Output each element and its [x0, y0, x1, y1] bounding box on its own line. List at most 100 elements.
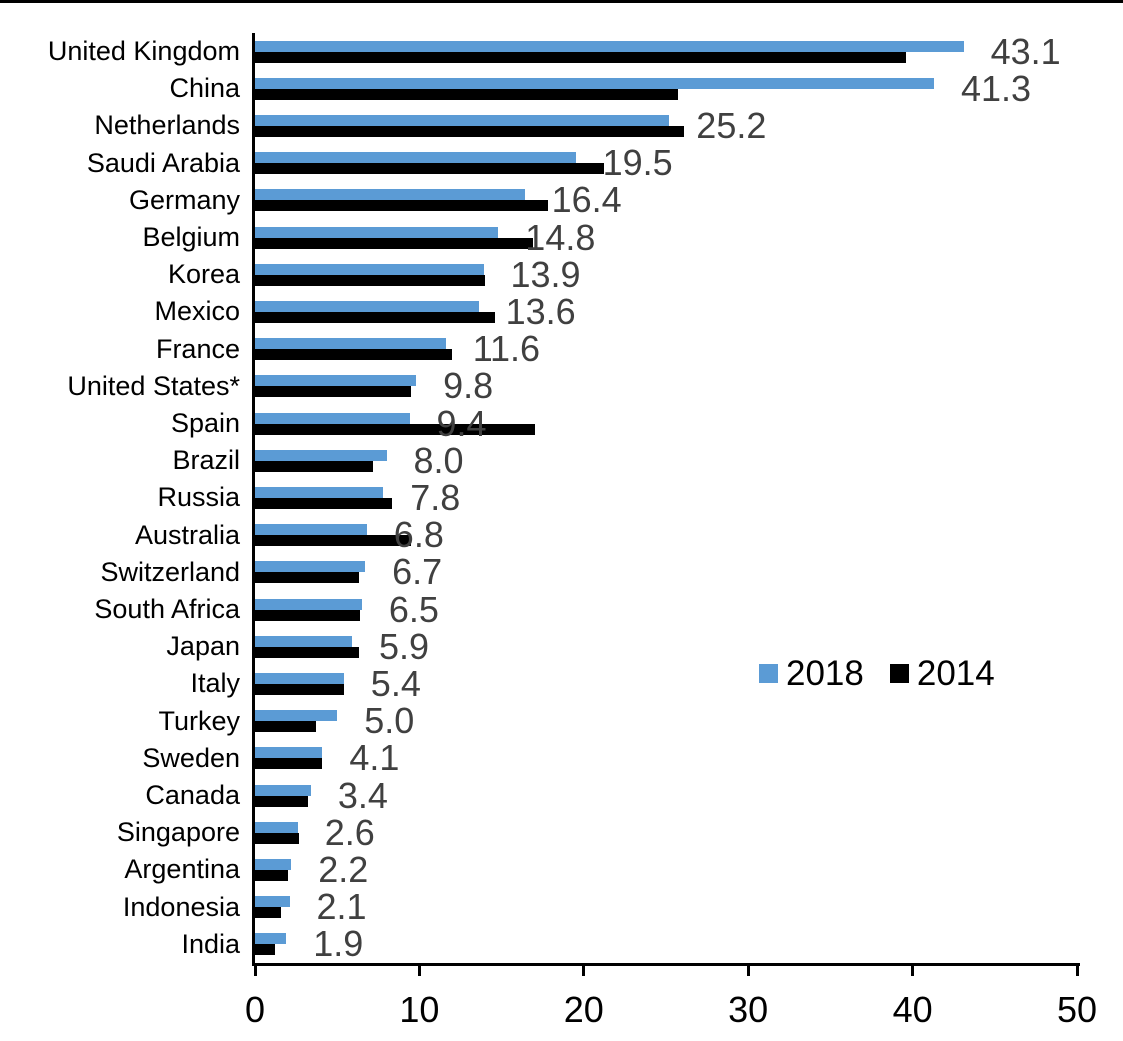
value-label: 4.1: [349, 737, 400, 779]
category-label: Saudi Arabia: [86, 147, 240, 178]
category-label: United States*: [67, 370, 240, 401]
chart-row: Brazil 8.0: [0, 442, 1123, 480]
bar-2018: [255, 561, 366, 573]
chart-row: Korea 13.9: [0, 256, 1123, 294]
category-label: Turkey: [158, 705, 240, 736]
value-label: 2.2: [318, 848, 369, 890]
chart-row: Turkey 5.0: [0, 703, 1123, 741]
x-tick-mark: [746, 963, 750, 976]
x-tick-mark: [582, 963, 586, 976]
x-tick-label: 20: [563, 989, 604, 1030]
value-label: 9.8: [443, 365, 494, 407]
chart-row: United States* 9.8: [0, 368, 1123, 406]
category-label: Canada: [145, 780, 240, 810]
bar-2014: [255, 386, 412, 398]
bar-2014: [255, 200, 548, 212]
x-tick-label: 50: [1056, 989, 1098, 1030]
bar-2014: [255, 423, 535, 435]
bar-2018: [255, 784, 311, 796]
value-label: 13.6: [505, 290, 576, 332]
category-label: Indonesia: [122, 891, 240, 922]
legend: 2018 2014: [759, 654, 995, 692]
legend-label-2018: 2018: [786, 653, 864, 693]
bar-2014: [255, 795, 308, 807]
chart-row: Belgium 14.8: [0, 219, 1123, 257]
bar-2018: [255, 710, 338, 722]
bar-2018: [255, 858, 292, 870]
category-label: Korea: [167, 259, 240, 290]
category-label: Italy: [190, 668, 240, 699]
chart-row: Spain 9.4: [0, 405, 1123, 443]
legend-swatch-2018: [759, 663, 778, 683]
category-label: China: [169, 73, 240, 104]
chart-row: Sweden 4.1: [0, 740, 1123, 778]
value-label: 43.1: [990, 30, 1061, 72]
bar-2014: [255, 944, 275, 956]
bar-2014: [255, 51, 906, 63]
bar-2014: [255, 907, 282, 919]
value-label: 8.0: [413, 439, 464, 481]
bar-2014: [255, 274, 486, 286]
chart-row: South Africa 6.5: [0, 591, 1123, 629]
legend-swatch-2014: [889, 663, 909, 683]
bar-2014: [255, 572, 359, 584]
chart-row: Italy 5.4: [0, 665, 1123, 703]
chart-row: Argentina 2.2: [0, 851, 1123, 889]
category-label: France: [155, 333, 240, 364]
bar-2018: [255, 338, 446, 350]
value-label: 5.4: [370, 662, 421, 704]
legend-label-2014: 2014: [916, 653, 995, 693]
value-label: 41.3: [961, 67, 1032, 109]
chart-row: United Kingdom 43.1: [0, 33, 1123, 71]
category-label: Japan: [166, 631, 240, 662]
value-label: 16.4: [551, 179, 622, 221]
bar-2018: [255, 375, 417, 387]
bar-2014: [255, 869, 288, 881]
category-label: Russia: [157, 482, 240, 513]
value-label: 6.8: [393, 514, 444, 556]
bar-2018: [255, 77, 934, 89]
bar-2018: [255, 486, 384, 498]
category-label: Netherlands: [94, 110, 240, 141]
bar-2014: [255, 460, 374, 472]
category-label: Switzerland: [100, 556, 240, 587]
value-label: 5.9: [379, 625, 430, 667]
category-label: Spain: [170, 408, 240, 438]
chart-row: Mexico 13.6: [0, 293, 1123, 331]
category-label: Singapore: [116, 817, 240, 848]
x-tick-mark: [911, 963, 915, 976]
x-tick-label: 30: [728, 989, 769, 1030]
value-label: 9.4: [436, 402, 487, 444]
chart-row: China 41.3: [0, 70, 1123, 108]
bar-2018: [255, 152, 576, 164]
value-label: 2.1: [316, 886, 367, 928]
bar-2014: [255, 609, 361, 621]
bar-2014: [255, 758, 323, 770]
bar-2018: [255, 524, 367, 536]
bar-2014: [255, 832, 300, 844]
bar-2014: [255, 349, 453, 361]
bar-2018: [255, 747, 323, 759]
category-label: Brazil: [172, 445, 240, 476]
chart-row: Germany 16.4: [0, 182, 1123, 220]
value-label: 19.5: [602, 142, 673, 184]
chart-row: Indonesia 2.1: [0, 889, 1123, 927]
value-label: 5.0: [364, 700, 415, 742]
bar-2018: [255, 672, 344, 684]
bar-2018: [255, 40, 964, 52]
value-label: 6.5: [388, 588, 439, 630]
bar-2014: [255, 721, 316, 733]
bar-2014: [255, 683, 344, 695]
value-label: 7.8: [410, 476, 461, 518]
x-tick-mark: [1075, 963, 1079, 976]
bar-2018: [255, 226, 499, 238]
bar-2014: [255, 535, 412, 547]
chart-row: Singapore 2.6: [0, 814, 1123, 852]
bar-2018: [255, 933, 287, 945]
bar-2018: [255, 263, 484, 275]
chart-row: India 1.9: [0, 926, 1123, 964]
bar-2018: [255, 114, 670, 126]
category-label: India: [181, 928, 240, 959]
category-label: Belgium: [142, 222, 240, 252]
